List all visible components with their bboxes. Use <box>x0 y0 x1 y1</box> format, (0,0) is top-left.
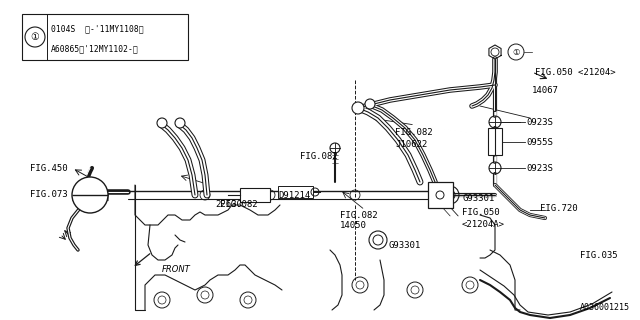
Text: FRONT: FRONT <box>162 266 191 275</box>
Text: G93301: G93301 <box>388 241 420 250</box>
Text: G93301: G93301 <box>462 194 494 203</box>
Text: 0955S: 0955S <box>526 138 553 147</box>
Text: FIG.720: FIG.720 <box>540 204 578 212</box>
Text: 14050: 14050 <box>340 220 367 229</box>
Text: <21204A>: <21204A> <box>462 220 505 228</box>
Text: D91214: D91214 <box>278 190 310 199</box>
Text: FIG.050 <21204>: FIG.050 <21204> <box>535 68 616 76</box>
Circle shape <box>25 27 45 47</box>
Bar <box>240 188 270 202</box>
Circle shape <box>508 44 524 60</box>
Text: FIG.082: FIG.082 <box>220 199 258 209</box>
Text: FIG.035: FIG.035 <box>580 251 618 260</box>
Text: FIG.082: FIG.082 <box>340 211 378 220</box>
Text: 0923S: 0923S <box>526 164 553 172</box>
Bar <box>488 128 502 155</box>
Circle shape <box>72 177 108 213</box>
Text: 0104S  （-'11MY1108）: 0104S （-'11MY1108） <box>51 25 143 34</box>
Bar <box>428 182 453 208</box>
Circle shape <box>436 191 444 199</box>
Text: ①: ① <box>31 32 40 42</box>
Text: FIG.073: FIG.073 <box>30 189 68 198</box>
Text: 0923S: 0923S <box>526 117 553 126</box>
Text: J10622: J10622 <box>395 140 428 148</box>
Text: ①: ① <box>512 47 520 57</box>
Bar <box>278 186 313 198</box>
Bar <box>22 14 188 60</box>
Circle shape <box>365 99 375 109</box>
Text: FIG.082: FIG.082 <box>300 151 338 161</box>
Text: FIG.450: FIG.450 <box>30 164 68 172</box>
Text: 22630: 22630 <box>215 199 242 209</box>
Circle shape <box>157 118 167 128</box>
Circle shape <box>352 102 364 114</box>
Text: FIG.082: FIG.082 <box>395 127 433 137</box>
Text: A036001215: A036001215 <box>580 303 630 312</box>
Circle shape <box>175 118 185 128</box>
Text: A60865（'12MY1102-）: A60865（'12MY1102-） <box>51 44 139 53</box>
Text: 14067: 14067 <box>532 85 559 94</box>
Text: FIG.050: FIG.050 <box>462 207 500 217</box>
